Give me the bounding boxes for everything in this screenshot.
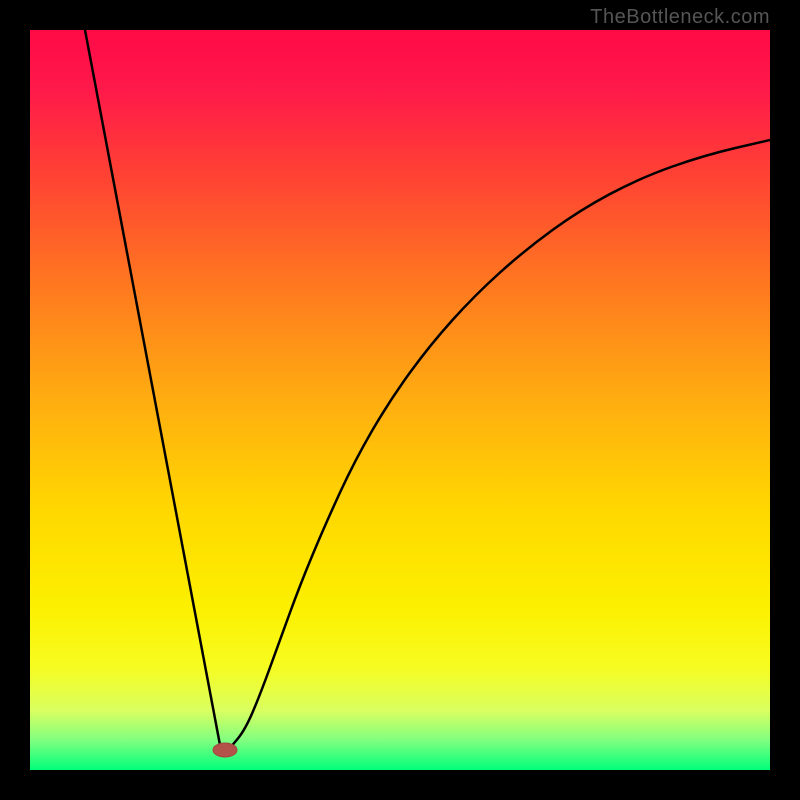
gradient-background <box>30 30 770 770</box>
watermark-text: TheBottleneck.com <box>590 6 770 29</box>
chart-svg <box>30 30 770 770</box>
bottleneck-chart <box>30 30 770 770</box>
optimal-point-marker <box>213 743 237 757</box>
